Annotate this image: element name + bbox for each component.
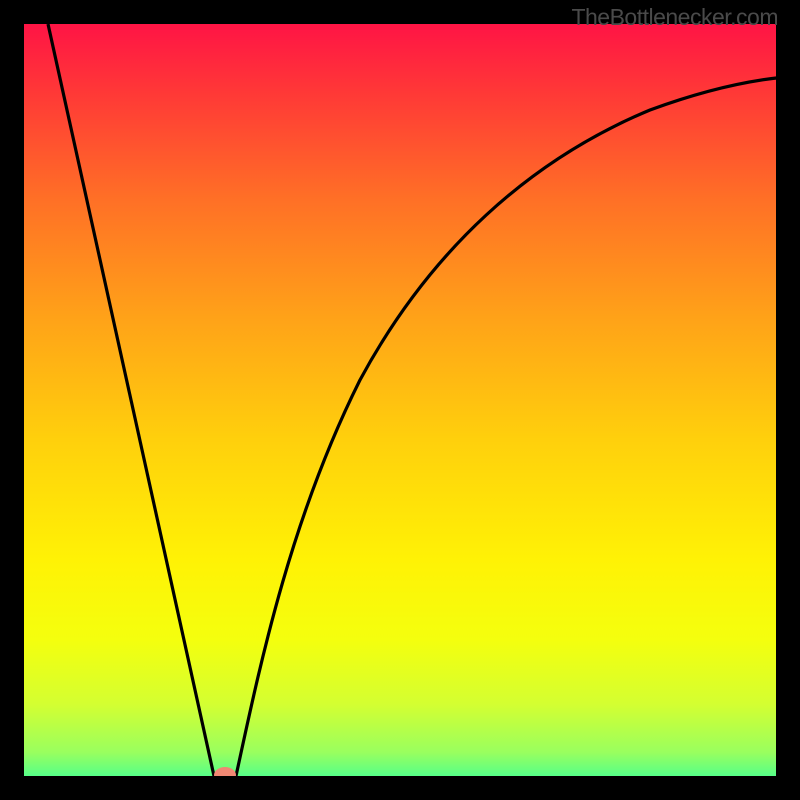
frame-border-right [776,0,800,800]
frame-border-left [0,0,24,800]
watermark-text: TheBottlenecker.com [571,4,778,31]
frame-border-bottom [0,776,800,800]
chart-background [0,0,800,800]
